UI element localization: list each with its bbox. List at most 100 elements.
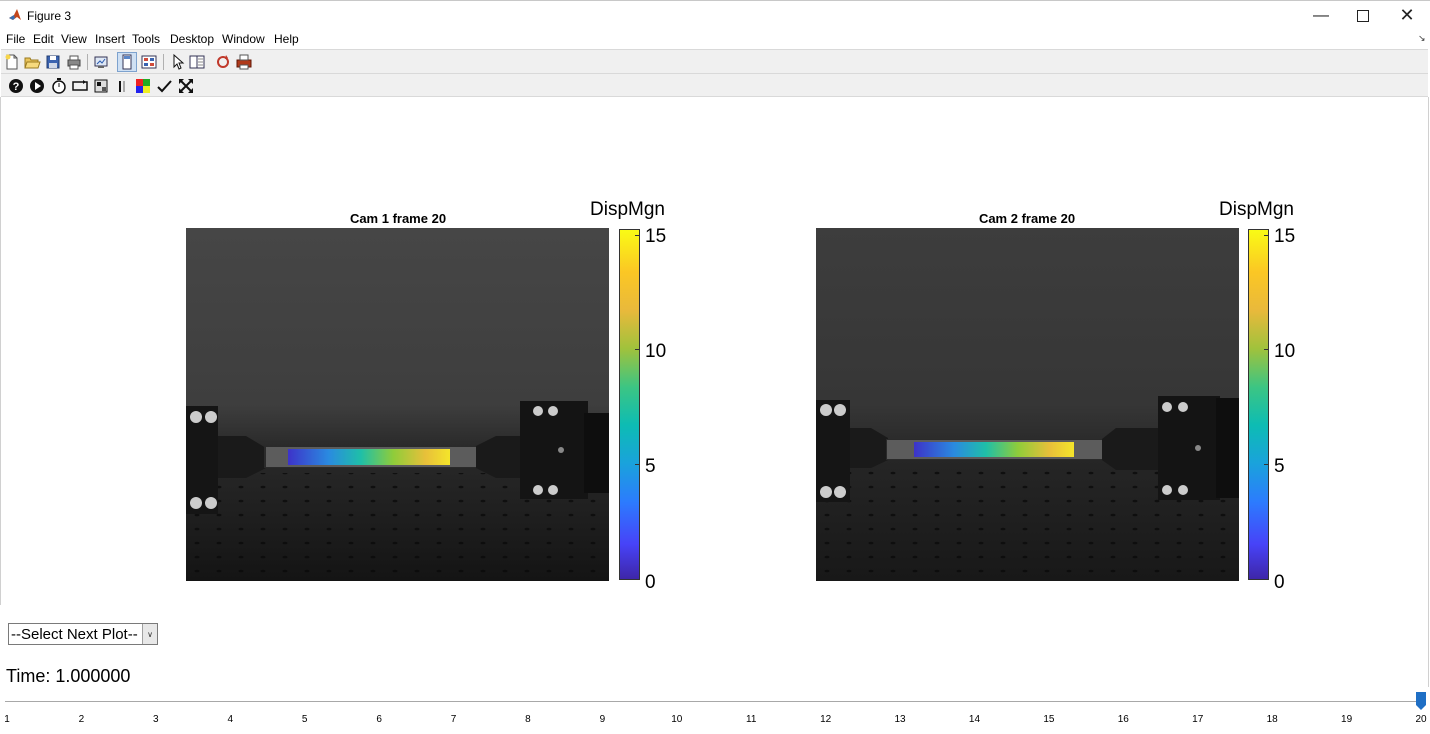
maximize-icon bbox=[1357, 9, 1369, 22]
menu-view[interactable]: View bbox=[61, 32, 87, 46]
expand-button[interactable] bbox=[177, 77, 195, 95]
slider-tick-label: 17 bbox=[1192, 714, 1204, 725]
colormap-button[interactable] bbox=[134, 77, 152, 95]
slider-tick-label: 12 bbox=[820, 714, 832, 725]
animation-toolbar: ? bbox=[1, 73, 1428, 97]
plot1-colorbar-label: DispMgn bbox=[590, 199, 665, 220]
cam1-image bbox=[186, 228, 609, 581]
dock-figure-icon bbox=[122, 54, 132, 70]
help-button[interactable]: ? bbox=[7, 77, 25, 95]
menu-edit[interactable]: Edit bbox=[33, 32, 54, 46]
loop-button[interactable] bbox=[71, 77, 89, 95]
dock-figure-button[interactable] bbox=[117, 52, 137, 72]
slider-tick-label: 14 bbox=[968, 714, 981, 725]
maximize-button[interactable] bbox=[1340, 1, 1386, 30]
property-inspector-button[interactable] bbox=[140, 53, 158, 71]
plot2-tick-label: 5 bbox=[1274, 456, 1285, 477]
dock-arrow-icon[interactable]: ↘ bbox=[1418, 33, 1426, 43]
slider-tick-label: 9 bbox=[599, 714, 606, 725]
property-inspector-icon bbox=[141, 55, 157, 69]
slider-tick-label: 3 bbox=[153, 714, 159, 725]
minimize-button[interactable]: — bbox=[1313, 6, 1329, 24]
play-button[interactable] bbox=[28, 77, 46, 95]
slider-tick-label: 13 bbox=[894, 714, 906, 725]
colormap-icon bbox=[136, 79, 150, 93]
check-icon bbox=[157, 80, 172, 93]
plot1-colorbar-tick bbox=[635, 235, 640, 236]
plot2-tick-label: 15 bbox=[1274, 226, 1296, 247]
edit-plot-button[interactable] bbox=[168, 53, 186, 71]
rotate-3d-button[interactable] bbox=[214, 53, 232, 71]
plot1-colorbar-tick bbox=[635, 349, 640, 350]
open-file-button[interactable] bbox=[23, 53, 41, 71]
close-button[interactable]: ✕ bbox=[1399, 5, 1415, 25]
toolbar-separator bbox=[163, 54, 164, 70]
frame-export-icon bbox=[94, 79, 108, 93]
menu-file[interactable]: File bbox=[6, 32, 26, 46]
pause-button[interactable] bbox=[113, 77, 131, 95]
menu-help[interactable]: Help bbox=[274, 32, 299, 46]
plot2-colorbar bbox=[1248, 229, 1269, 580]
slider-tick-label: 7 bbox=[450, 714, 457, 725]
svg-text:?: ? bbox=[13, 81, 20, 93]
slider-tick-label: 15 bbox=[1043, 714, 1055, 725]
edit-plot-icon bbox=[173, 53, 185, 70]
menu-tools[interactable]: Tools bbox=[132, 32, 161, 46]
chevron-down-icon[interactable]: ∨ bbox=[142, 624, 157, 644]
slider-tick-label: 8 bbox=[525, 714, 531, 725]
figure-toolbar bbox=[1, 49, 1428, 73]
slider-tick-label: 16 bbox=[1117, 714, 1129, 725]
plot2-colorbar-tick bbox=[1264, 235, 1269, 236]
plot2-tick-label: 10 bbox=[1274, 341, 1296, 362]
select-next-plot-dropdown[interactable]: --Select Next Plot-- ∨ bbox=[8, 623, 158, 645]
open-file-icon bbox=[24, 57, 41, 69]
print-figure-button[interactable] bbox=[235, 53, 253, 71]
plot1-colorbar bbox=[619, 229, 640, 580]
menu-bar: File Edit View Insert Tools Desktop Wind… bbox=[0, 30, 1430, 49]
cam2-image bbox=[816, 228, 1239, 581]
slider-tick-label: 10 bbox=[671, 714, 683, 725]
print-button[interactable] bbox=[65, 53, 83, 71]
new-figure-button[interactable] bbox=[3, 53, 21, 71]
plot1-colorbar-tick bbox=[635, 579, 640, 580]
time-readout: Time: 1.000000 bbox=[6, 666, 131, 686]
plot-browser-icon bbox=[189, 55, 205, 69]
menu-window[interactable]: Window bbox=[222, 32, 265, 46]
frame-slider-track[interactable] bbox=[5, 701, 1423, 702]
expand-icon bbox=[179, 79, 193, 93]
toolbar-separator bbox=[87, 54, 88, 70]
window-title: Figure 3 bbox=[27, 9, 72, 23]
print-figure-icon bbox=[236, 54, 252, 70]
plot2-colorbar-label: DispMgn bbox=[1219, 199, 1294, 220]
link-plot-icon bbox=[94, 56, 108, 68]
menu-desktop[interactable]: Desktop bbox=[170, 32, 215, 46]
check-button[interactable] bbox=[155, 77, 173, 95]
link-plot-button[interactable] bbox=[92, 53, 110, 71]
plot1-tick-label: 15 bbox=[645, 226, 667, 247]
pause-icon bbox=[119, 81, 125, 92]
save-button[interactable] bbox=[44, 53, 62, 71]
plot1-tick-label: 10 bbox=[645, 341, 667, 362]
slider-tick-label: 20 bbox=[1415, 714, 1427, 725]
menu-insert[interactable]: Insert bbox=[95, 32, 126, 46]
rotate-3d-icon bbox=[217, 55, 229, 68]
plot-browser-button[interactable] bbox=[188, 53, 206, 71]
print-icon bbox=[67, 55, 81, 70]
plot1-tick-label: 0 bbox=[645, 572, 656, 593]
slider-tick-label: 4 bbox=[227, 714, 234, 725]
plot1-colorbar-tick bbox=[635, 464, 640, 465]
plot2-title: Cam 2 frame 20 bbox=[978, 211, 1076, 226]
slider-tick-label: 6 bbox=[376, 714, 382, 725]
timer-button[interactable] bbox=[50, 77, 68, 95]
plot1-title: Cam 1 frame 20 bbox=[349, 211, 447, 226]
frame-export-button[interactable] bbox=[92, 77, 110, 95]
matlab-logo-icon bbox=[9, 9, 21, 20]
figure-border-right bbox=[1428, 97, 1429, 687]
save-icon bbox=[46, 55, 60, 69]
plot2-colorbar-tick bbox=[1264, 579, 1269, 580]
frame-slider-thumb[interactable] bbox=[1416, 692, 1426, 710]
new-figure-icon bbox=[5, 54, 18, 70]
window-title-bar: Figure 3 — ✕ bbox=[0, 0, 1430, 30]
play-icon bbox=[30, 79, 44, 93]
dropdown-selected-value: --Select Next Plot-- bbox=[11, 626, 138, 643]
